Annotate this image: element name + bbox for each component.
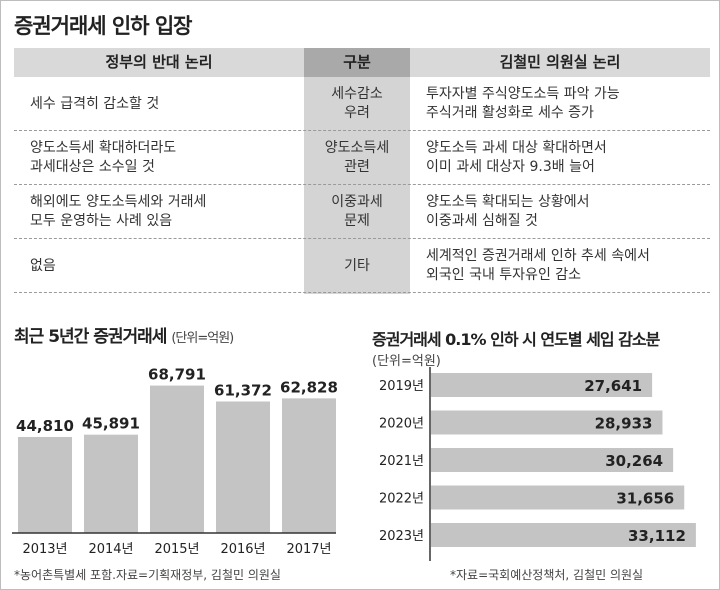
bar-value-label: 30,264 — [605, 452, 663, 470]
text-line: 양도소득세 — [324, 140, 390, 156]
category-label: 2021년 — [379, 454, 424, 469]
text-line: 투자자별 주식양도소득 파악 가능 — [426, 86, 620, 102]
text-line: 세수감소 — [331, 86, 383, 102]
right-chart-unit: (단위=억원) — [372, 354, 441, 369]
page-title: 증권거래세 인하 입장 — [14, 14, 193, 38]
bar-2014년 — [84, 434, 138, 533]
category-label: 2016년 — [220, 542, 265, 557]
category-label: 2013년 — [22, 542, 67, 557]
left-chart-title-text: 최근 5년간 증권거래세 — [14, 327, 167, 347]
header-lawmaker: 김철민 의원실 논리 — [499, 53, 621, 71]
left-source-note: *농어촌특별세 포함.자료=기획재정부, 김철민 의원실 — [14, 568, 281, 582]
bar-value-label: 68,791 — [148, 366, 206, 384]
text-line: 양도소득 과세 대상 확대하면서 — [426, 140, 607, 156]
right-source-note: *자료=국회예산정책처, 김철민 의원실 — [450, 568, 644, 582]
category-label: 2022년 — [379, 492, 424, 507]
bar-2021년 — [431, 448, 674, 472]
text-line: 없음 — [30, 257, 56, 274]
header-category: 구분 — [343, 53, 371, 71]
text-line: 이중과세 — [331, 194, 383, 210]
text-line: 외국인 국내 투자유인 감소 — [426, 267, 582, 283]
text-line: 세수 급격히 감소할 것 — [30, 95, 160, 112]
text-line: 주식거래 활성화로 세수 증가 — [426, 105, 594, 121]
bar-2016년 — [216, 401, 270, 533]
text-line: 우려 — [344, 105, 370, 121]
bar-value-label: 28,933 — [595, 415, 653, 433]
category-label: 2014년 — [88, 542, 133, 557]
text-line: 모두 운영하는 사례 있음 — [30, 213, 173, 229]
row-divider — [14, 292, 710, 293]
left-bar-chart: 44,810 2013년 45,891 2014년 68,791 2015년 61,372 2… — [12, 366, 338, 557]
bar-value-label: 61,372 — [214, 381, 272, 399]
table-header-middle — [304, 48, 410, 77]
right-chart-title: 증권거래세 0.1% 인하 시 연도별 세입 감소분 — [372, 330, 660, 349]
bar-2017년 — [282, 398, 336, 533]
row-government-argument: 세수 급격히 감소할 것 — [30, 77, 300, 131]
bar-value-label: 44,810 — [16, 417, 74, 435]
table-header: 정부의 반대 논리 구분 김철민 의원실 논리 — [14, 48, 710, 77]
text-line: 이미 과세 대상자 9.3배 늘어 — [426, 159, 595, 175]
text-line: 과세대상은 소수일 것 — [30, 159, 155, 175]
text-line: 이중과세 심해질 것 — [426, 213, 538, 229]
row-category: 기타 — [304, 239, 410, 293]
category-label: 2019년 — [379, 379, 424, 394]
right-bar-chart: 27,641 2019년 28,933 2020년 30,264 2021년 31,656 2… — [379, 367, 696, 561]
text-line: 관련 — [344, 159, 370, 175]
bar-2013년 — [18, 436, 72, 533]
bar-value-label: 33,112 — [628, 527, 686, 545]
bar-2019년 — [431, 373, 653, 397]
bar-value-label: 31,656 — [616, 490, 674, 508]
bar-2023년 — [431, 523, 696, 547]
header-government: 정부의 반대 논리 — [105, 53, 213, 71]
bar-value-label: 27,641 — [584, 377, 642, 395]
category-label: 2017년 — [286, 542, 331, 557]
bar-2020년 — [431, 410, 663, 435]
bar-value-label: 62,828 — [280, 378, 338, 396]
category-label: 2015년 — [154, 542, 199, 557]
row-divider — [14, 130, 710, 131]
bar-2022년 — [431, 485, 685, 510]
category-column-bg — [304, 77, 410, 294]
left-chart-title: 최근 5년간 증권거래세 (단위=억원) — [14, 322, 234, 347]
comparison-table: 정부의 반대 논리 구분 김철민 의원실 논리 세수 급격히 감소할 것 세수감… — [14, 48, 710, 294]
category-label: 2020년 — [379, 417, 424, 432]
row-divider — [14, 238, 710, 239]
text-line: 양도소득세 확대하더라도 — [30, 140, 177, 156]
text-line: 세계적인 증권거래세 인하 추세 속에서 — [426, 248, 650, 264]
text-line: 문제 — [344, 213, 370, 229]
text-line: 양도소득 확대되는 상황에서 — [426, 194, 590, 210]
text-line: 기타 — [344, 257, 370, 274]
row-divider — [14, 184, 710, 185]
bar-value-label: 45,891 — [82, 415, 140, 433]
row-government-argument: 없음 — [30, 239, 300, 293]
category-label: 2023년 — [379, 529, 424, 544]
bar-2015년 — [150, 385, 204, 533]
text-line: 해외에도 양도소득세와 거래세 — [30, 194, 207, 210]
left-chart-unit: (단위=억원) — [171, 331, 234, 346]
